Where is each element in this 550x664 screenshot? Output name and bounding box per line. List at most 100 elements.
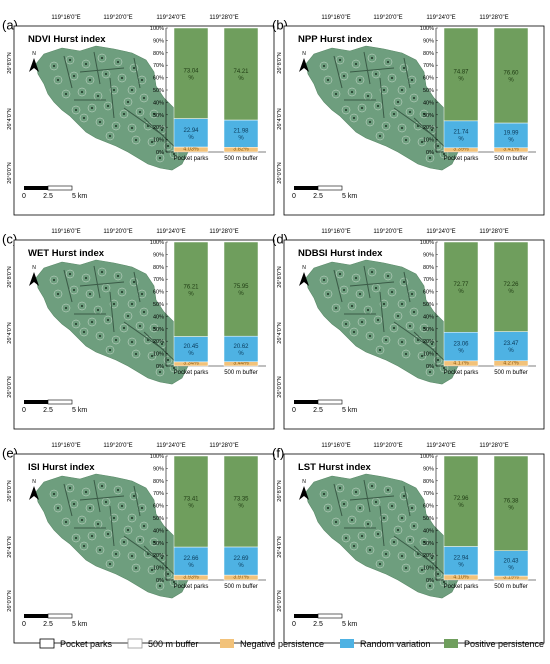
pocket-park-mark	[417, 125, 419, 127]
pocket-park-mark	[85, 277, 87, 279]
longitude-label: 119°24'0"E	[156, 443, 185, 449]
data-label: 76.21	[183, 284, 199, 290]
y-tick-label: 30%	[423, 541, 434, 547]
pocket-park-mark	[139, 111, 141, 113]
buffer-ring	[323, 75, 333, 85]
y-tick-label: 90%	[423, 252, 434, 258]
y-tick-label: 60%	[153, 76, 164, 82]
pocket-park-mark	[143, 525, 145, 527]
pocket-park-mark	[411, 293, 413, 295]
longitude-label: 119°16'0"E	[321, 443, 350, 449]
buffer-ring	[425, 367, 435, 377]
longitude-label: 119°20'0"E	[103, 229, 132, 235]
buffer-ring	[341, 105, 351, 115]
buffer-ring	[111, 121, 121, 131]
panel-title: NDVI Hurst index	[28, 34, 106, 45]
north-arrow-icon: N	[299, 479, 309, 500]
x-tick-label: 500 m buffer	[494, 370, 528, 376]
pocket-park-mark	[89, 507, 91, 509]
scale-segment-light	[317, 399, 343, 405]
legend-label: Pocket parks	[60, 639, 113, 649]
panel-5: (e) 119°16'0"E 119°20'0"E 119°24'0"E 119°28'…	[2, 443, 275, 644]
buffer-ring	[109, 299, 119, 309]
pocket-park-mark	[123, 327, 125, 329]
road-line	[349, 495, 395, 501]
buffer-ring	[373, 315, 383, 325]
pocket-park-mark	[143, 97, 145, 99]
latitude-label: 26°8'0"N	[277, 52, 283, 73]
scale-segment-light	[317, 185, 343, 191]
buffer-ring	[357, 103, 367, 113]
buffer-ring	[367, 481, 377, 491]
longitude-label: 119°16'0"E	[321, 15, 350, 21]
road-line	[333, 483, 343, 517]
data-label: 4.27%	[503, 361, 519, 367]
y-tick-label: 50%	[153, 302, 164, 308]
buffer-ring	[355, 75, 365, 85]
buffer-ring	[97, 53, 107, 63]
buffer-ring	[149, 109, 159, 119]
pocket-park-mark	[53, 65, 55, 67]
legend-item: Negative persistence	[220, 639, 324, 649]
north-arrow-icon: N	[29, 51, 39, 72]
y-tick-label: 20%	[153, 553, 164, 559]
buffer-ring	[81, 59, 91, 69]
y-tick-label: 60%	[153, 504, 164, 510]
data-label: %	[508, 137, 514, 143]
y-tick-label: 10%	[153, 566, 164, 572]
pocket-park-mark	[355, 277, 357, 279]
buffer-ring	[65, 55, 75, 65]
y-tick-label: 30%	[153, 327, 164, 333]
pocket-park-mark	[383, 303, 385, 305]
pocket-park-mark	[113, 89, 115, 91]
stacked-bar-chart: 0% 10% 20% 30% 40% 50% 60% 70% 80% 90% 100% 4.17% 23…	[420, 240, 536, 376]
north-label: N	[302, 51, 306, 57]
pocket-park-mark	[355, 491, 357, 493]
buffer-ring	[365, 545, 375, 555]
y-tick-label: 30%	[153, 113, 164, 119]
pocket-park-mark	[397, 315, 399, 317]
y-tick-label: 20%	[423, 553, 434, 559]
bar-segment-positive-persistence	[223, 455, 259, 548]
pocket-park-mark	[413, 97, 415, 99]
y-tick-label: 100%	[150, 26, 164, 32]
pocket-park-mark	[371, 271, 373, 273]
y-tick-label: 60%	[423, 290, 434, 296]
buffer-ring	[61, 517, 71, 527]
x-tick-label: 500 m buffer	[494, 156, 528, 162]
buffer-ring	[105, 345, 115, 355]
pocket-park-mark	[161, 557, 163, 559]
y-tick-label: 10%	[423, 352, 434, 358]
buffer-ring	[409, 521, 419, 531]
pocket-park-mark	[409, 325, 411, 327]
data-label: 73.04	[183, 68, 199, 74]
north-label: N	[32, 479, 36, 485]
pocket-park-mark	[139, 325, 141, 327]
longitude-label: 119°24'0"E	[156, 15, 185, 21]
buffer-ring	[113, 271, 123, 281]
pocket-park-mark	[339, 59, 341, 61]
pocket-park-mark	[367, 523, 369, 525]
pocket-park-mark	[131, 341, 133, 343]
y-tick-label: 40%	[153, 314, 164, 320]
x-tick-label: Pocket parks	[174, 370, 209, 376]
pocket-park-mark	[133, 495, 135, 497]
pocket-park-mark	[147, 125, 149, 127]
road-line	[379, 291, 385, 333]
road-line	[63, 55, 73, 89]
panel-title: LST Hurst index	[298, 462, 372, 473]
buffer-ring	[85, 75, 95, 85]
buffer-ring	[123, 311, 133, 321]
buffer-ring	[335, 483, 345, 493]
buffer-ring	[383, 57, 393, 67]
pocket-park-mark	[115, 553, 117, 555]
longitude-label: 119°16'0"E	[321, 229, 350, 235]
latitude-label: 26°4'0"N	[7, 536, 13, 557]
pocket-park-mark	[429, 157, 431, 159]
buffer-ring	[393, 97, 403, 107]
y-tick-label: 90%	[423, 38, 434, 44]
panel-title: NPP Hurst index	[298, 34, 373, 45]
bar-segment-positive-persistence	[493, 27, 529, 124]
pocket-park-mark	[417, 553, 419, 555]
